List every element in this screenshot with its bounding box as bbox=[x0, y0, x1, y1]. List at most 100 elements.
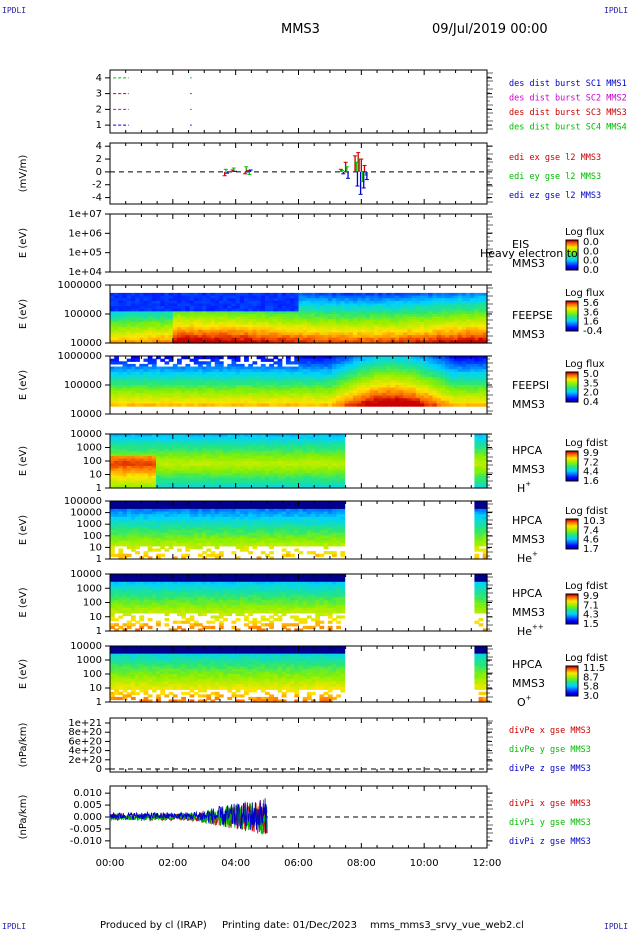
heatmap-cell bbox=[147, 371, 153, 376]
heatmap-cell bbox=[130, 369, 136, 373]
heatmap-cell bbox=[248, 300, 254, 305]
heatmap-cell bbox=[302, 438, 308, 442]
heatmap-cell bbox=[210, 314, 216, 318]
heatmap-cell bbox=[449, 387, 455, 391]
heatmap-cell bbox=[436, 324, 442, 328]
heatmap-cell bbox=[319, 356, 325, 360]
heatmap-cell bbox=[118, 314, 124, 318]
heatmap-cell bbox=[306, 377, 312, 381]
heatmap-cell bbox=[248, 485, 254, 489]
heatmap-cell bbox=[193, 321, 199, 326]
heatmap-cell bbox=[110, 335, 115, 339]
heatmap-cell bbox=[269, 390, 274, 394]
heatmap-cell bbox=[168, 303, 174, 307]
heatmap-cell bbox=[344, 361, 350, 365]
heatmap-cell bbox=[453, 292, 459, 297]
heatmap-cell bbox=[235, 461, 241, 465]
heatmap-cell bbox=[223, 308, 228, 312]
heatmap-cell bbox=[332, 311, 337, 315]
heatmap-cell bbox=[277, 478, 283, 482]
colorbar-frame-feepse bbox=[565, 300, 579, 332]
heatmap-cell bbox=[432, 321, 438, 326]
colorbar-cell-feepsi bbox=[566, 379, 578, 381]
heatmap-cell bbox=[290, 369, 295, 373]
heatmap-cell bbox=[399, 340, 404, 344]
heatmap-cell bbox=[369, 379, 375, 383]
heatmap-cell bbox=[197, 337, 203, 341]
heatmap-cell bbox=[218, 456, 224, 460]
heatmap-cell bbox=[156, 335, 161, 339]
heatmap-cell bbox=[206, 392, 212, 397]
heatmap-cell bbox=[336, 327, 341, 331]
heatmap-cell bbox=[323, 329, 329, 334]
heatmap-cell bbox=[382, 382, 388, 386]
heatmap-cell bbox=[264, 298, 270, 302]
heatmap-cell bbox=[206, 468, 212, 472]
corner-label-bottom-right: IPDLI bbox=[604, 922, 629, 931]
heatmap-cell bbox=[323, 398, 329, 402]
heatmap-cell bbox=[428, 292, 434, 297]
heatmap-cell bbox=[281, 480, 287, 484]
heatmap-cell bbox=[160, 358, 166, 362]
heatmap-cell bbox=[151, 379, 157, 383]
heatmap-cell bbox=[453, 321, 459, 326]
heatmap-cell bbox=[394, 303, 400, 307]
heatmap-cell bbox=[193, 306, 199, 310]
heatmap-cell bbox=[218, 369, 224, 373]
heatmap-cell bbox=[260, 473, 266, 477]
heatmap-cell bbox=[206, 295, 212, 299]
heatmap-cell bbox=[273, 387, 279, 391]
heatmap-cell bbox=[277, 456, 283, 460]
heatmap-cell bbox=[202, 300, 207, 305]
heatmap-cell bbox=[449, 382, 455, 386]
heatmap-cell bbox=[352, 400, 358, 405]
heatmap-cell bbox=[323, 356, 329, 360]
heatmap-cell bbox=[407, 300, 413, 305]
heatmap-cell bbox=[114, 335, 119, 339]
heatmap-cell bbox=[130, 300, 136, 305]
heatmap-cell bbox=[432, 316, 438, 320]
heatmap-cell bbox=[419, 403, 425, 407]
heatmap-cell bbox=[126, 363, 132, 368]
heatmap-cell bbox=[172, 295, 178, 299]
heatmap-cell bbox=[139, 392, 145, 397]
heatmap-cell bbox=[239, 453, 245, 457]
heatmap-cell bbox=[361, 298, 367, 302]
heatmap-cell bbox=[110, 470, 115, 474]
heatmap-cell bbox=[361, 387, 367, 391]
heatmap-cell bbox=[114, 292, 119, 297]
ylabel-edi: (mV/m) bbox=[18, 155, 29, 193]
heatmap-cell bbox=[273, 480, 279, 484]
heatmap-cell bbox=[223, 300, 228, 305]
heatmap-cell bbox=[210, 377, 216, 381]
heatmap-cell bbox=[461, 314, 467, 318]
heatmap-cell bbox=[235, 329, 241, 334]
heatmap-cell bbox=[294, 390, 300, 394]
heatmap-cell bbox=[185, 366, 191, 370]
heatmap-cell bbox=[239, 441, 245, 445]
heatmap-cell bbox=[344, 300, 350, 305]
heatmap-cell bbox=[306, 387, 312, 391]
heatmap-cell bbox=[344, 403, 350, 407]
heatmap-cell bbox=[244, 308, 249, 312]
heatmap-cell bbox=[139, 366, 145, 370]
heatmap-cell bbox=[311, 292, 316, 297]
heatmap-cell bbox=[290, 400, 295, 405]
heatmap-cell bbox=[365, 311, 371, 315]
heatmap-cell bbox=[114, 329, 119, 334]
heatmap-cell bbox=[227, 319, 233, 323]
heatmap-cell bbox=[449, 390, 455, 394]
heatmap-cell bbox=[160, 366, 166, 370]
heatmap-cell bbox=[290, 456, 295, 460]
heatmap-cell bbox=[269, 434, 274, 438]
heatmap-cell bbox=[231, 321, 237, 326]
heatmap-cell bbox=[156, 392, 161, 397]
heatmap-cell bbox=[298, 300, 304, 305]
heatmap-cell bbox=[264, 473, 270, 477]
heatmap-cell bbox=[281, 470, 287, 474]
heatmap-cell bbox=[197, 327, 203, 331]
heatmap-cell bbox=[244, 324, 249, 328]
heatmap-cell bbox=[386, 356, 392, 360]
heatmap-cell bbox=[323, 316, 329, 320]
heatmap-cell bbox=[327, 374, 333, 378]
